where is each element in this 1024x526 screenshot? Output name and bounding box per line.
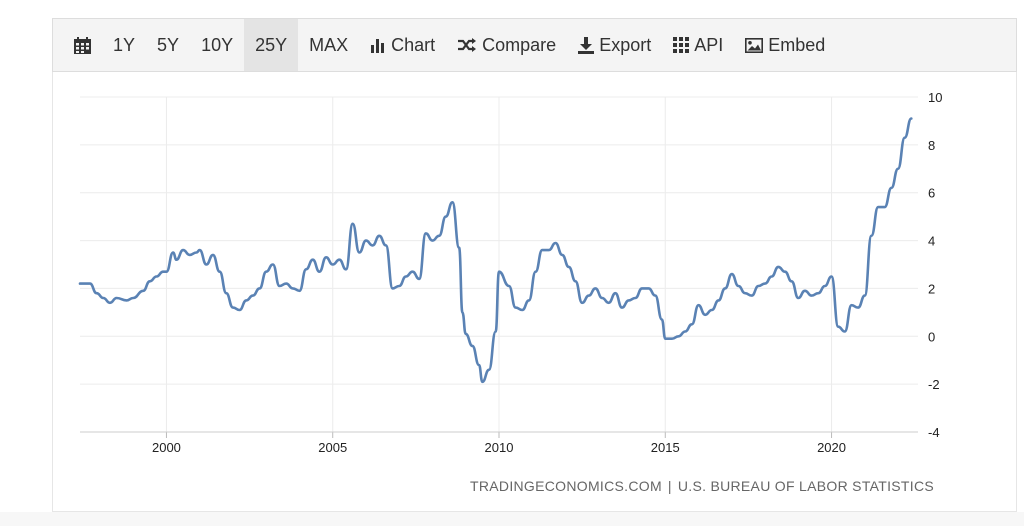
- range-10y-label: 10Y: [201, 34, 234, 55]
- source-agency[interactable]: U.S. BUREAU OF LABOR STATISTICS: [677, 478, 934, 494]
- range-5y-label: 5Y: [157, 34, 180, 55]
- download-icon: [578, 36, 595, 54]
- range-5y-button[interactable]: 5Y: [146, 19, 190, 71]
- shuffle-icon: [458, 38, 477, 52]
- range-max-button[interactable]: MAX: [298, 19, 359, 71]
- chart-type-button[interactable]: Chart: [359, 19, 446, 71]
- compare-label: Compare: [482, 34, 557, 55]
- x-tick-label: 2015: [651, 440, 680, 455]
- source-separator: |: [667, 478, 672, 494]
- chart-type-label: Chart: [391, 34, 436, 55]
- x-tick-label: 2000: [152, 440, 181, 455]
- image-icon: [745, 37, 764, 53]
- range-10y-button[interactable]: 10Y: [190, 19, 244, 71]
- x-tick-label: 2010: [485, 440, 514, 455]
- calendar-button[interactable]: [63, 19, 102, 71]
- y-tick-label: 4: [928, 234, 935, 249]
- api-label: API: [694, 34, 724, 55]
- series-line[interactable]: [78, 117, 913, 384]
- api-button[interactable]: API: [662, 19, 734, 71]
- range-1y-label: 1Y: [113, 34, 136, 55]
- range-1y-button[interactable]: 1Y: [102, 19, 146, 71]
- range-25y-label: 25Y: [255, 34, 288, 55]
- compare-button[interactable]: Compare: [446, 19, 567, 71]
- chart-frame: [52, 18, 1017, 512]
- embed-button[interactable]: Embed: [734, 19, 836, 71]
- grid-icon: [673, 37, 690, 53]
- embed-label: Embed: [768, 34, 826, 55]
- source-site[interactable]: TRADINGECONOMICS.COM: [470, 478, 662, 494]
- range-max-label: MAX: [309, 34, 349, 55]
- range-25y-button[interactable]: 25Y: [244, 19, 299, 71]
- page-bottom-band: [0, 512, 1024, 526]
- source-credit: TRADINGECONOMICS.COM | U.S. BUREAU OF LABO…: [470, 478, 934, 494]
- y-tick-label: 6: [928, 186, 935, 201]
- bar-chart-icon: [371, 39, 385, 53]
- y-tick-label: -2: [928, 377, 940, 392]
- x-tick-label: 2020: [817, 440, 846, 455]
- chart-toolbar: 1Y 5Y 10Y 25Y MAX Chart Compare Export: [52, 18, 1017, 72]
- y-tick-label: -4: [928, 425, 940, 440]
- calendar-icon: [74, 36, 91, 54]
- export-label: Export: [599, 34, 652, 55]
- x-tick-label: 2005: [318, 440, 347, 455]
- y-tick-label: 2: [928, 281, 935, 296]
- export-button[interactable]: Export: [567, 19, 662, 71]
- y-tick-label: 10: [928, 90, 942, 105]
- y-tick-label: 8: [928, 138, 935, 153]
- y-tick-label: 0: [928, 329, 935, 344]
